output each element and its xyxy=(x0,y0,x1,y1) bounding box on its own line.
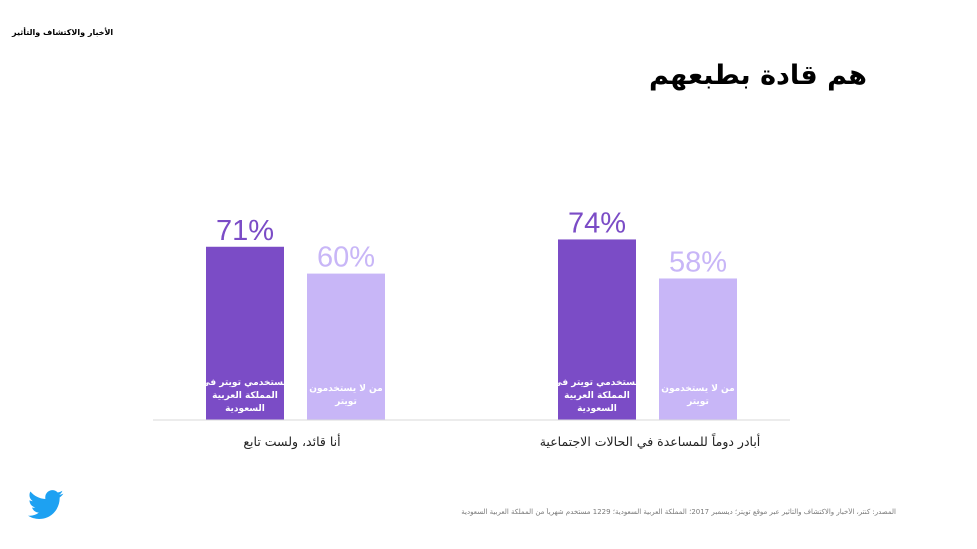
bar-non-users-1 xyxy=(307,273,385,420)
bar-series-label: السعودية xyxy=(577,404,617,414)
section-label: الأخبار والاكتشاف والتأثير xyxy=(12,28,114,37)
bar-series-label: المملكة العربية xyxy=(564,391,630,401)
bar-series-label: تويتر xyxy=(686,397,709,407)
bar-users-2 xyxy=(558,239,636,420)
bar-users-1 xyxy=(206,246,284,420)
bar-series-label: تويتر xyxy=(334,397,357,407)
value-label: 58% xyxy=(669,246,727,278)
bar-series-label: من لا يستخدمون xyxy=(661,384,734,394)
value-label: 74% xyxy=(568,207,626,239)
slide-title: هم قادة بطبعهم xyxy=(648,60,867,91)
bar-non-users-2 xyxy=(659,278,737,420)
value-label: 60% xyxy=(317,242,375,274)
bar-series-label: المملكة العربية xyxy=(212,391,278,401)
bar-series-label: مستخدمي تويتر في xyxy=(553,378,641,388)
bar-series-label: السعودية xyxy=(225,404,265,414)
bar-series-label: من لا يستخدمون xyxy=(309,384,382,394)
bar-series-label: مستخدمي تويتر في xyxy=(201,378,289,388)
source-note: المصدر: كنتر، الأخبار والاكتشاف والتأثير… xyxy=(461,508,896,516)
category-label: أبادر دوماً للمساعدة في الحالات الاجتماع… xyxy=(540,432,761,450)
category-label: أنا قائد، ولست تابع xyxy=(243,433,340,450)
value-label: 71% xyxy=(216,215,274,247)
twitter-bird-icon xyxy=(28,490,64,519)
